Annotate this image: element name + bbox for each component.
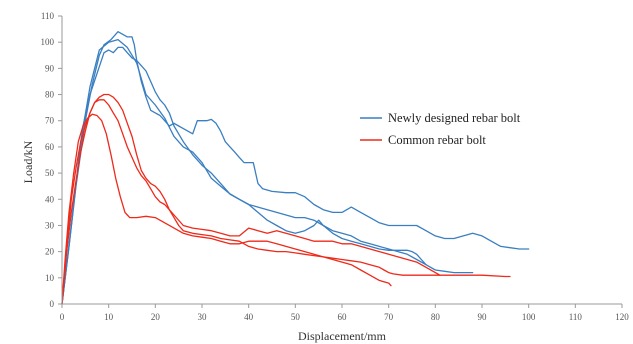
x-tick-label: 20 <box>151 312 161 322</box>
axes <box>58 15 623 308</box>
legend-label: Common rebar bolt <box>388 133 486 147</box>
y-axis-label: Load/kN <box>21 140 35 183</box>
y-tick-label: 10 <box>45 273 55 283</box>
y-tick-label: 50 <box>45 168 55 178</box>
x-tick-label: 60 <box>338 312 348 322</box>
legend: Newly designed rebar bolt Common rebar bo… <box>360 111 521 147</box>
series-line-4 <box>61 113 392 305</box>
y-tick-label: 80 <box>45 90 55 100</box>
tick-labels: 0 10 20 30 40 50 60 70 80 90 100 110 120 0 10 20 30 40 50 6… <box>41 11 630 322</box>
x-tick-label: 0 <box>60 312 65 322</box>
series-line-6 <box>61 99 441 305</box>
y-tick-label: 70 <box>45 116 55 126</box>
x-tick-label: 70 <box>384 312 394 322</box>
y-tick-label: 20 <box>45 247 55 257</box>
x-tick-label: 50 <box>291 312 301 322</box>
x-tick-label: 120 <box>615 312 629 322</box>
x-tick-label: 10 <box>104 312 114 322</box>
series-lines <box>61 31 530 305</box>
x-tick-label: 100 <box>522 312 536 322</box>
x-tick-label: 40 <box>244 312 254 322</box>
legend-label: Newly designed rebar bolt <box>388 111 521 125</box>
x-tick-label: 110 <box>569 312 583 322</box>
series-line-3 <box>61 38 474 305</box>
y-tick-label: 100 <box>41 37 55 47</box>
x-tick-label: 90 <box>478 312 488 322</box>
series-line-1 <box>61 31 530 305</box>
y-tick-label: 90 <box>45 63 55 73</box>
y-tick-label: 60 <box>45 142 55 152</box>
series-line-5 <box>61 93 511 305</box>
x-tick-label: 30 <box>198 312 208 322</box>
y-tick-label: 30 <box>45 220 55 230</box>
y-tick-label: 40 <box>45 194 55 204</box>
x-tick-label: 80 <box>431 312 441 322</box>
y-tick-label: 110 <box>41 11 55 21</box>
y-tick-label: 0 <box>50 299 55 309</box>
series-line-2 <box>61 46 427 305</box>
x-axis-label: Displacement/mm <box>298 329 387 343</box>
